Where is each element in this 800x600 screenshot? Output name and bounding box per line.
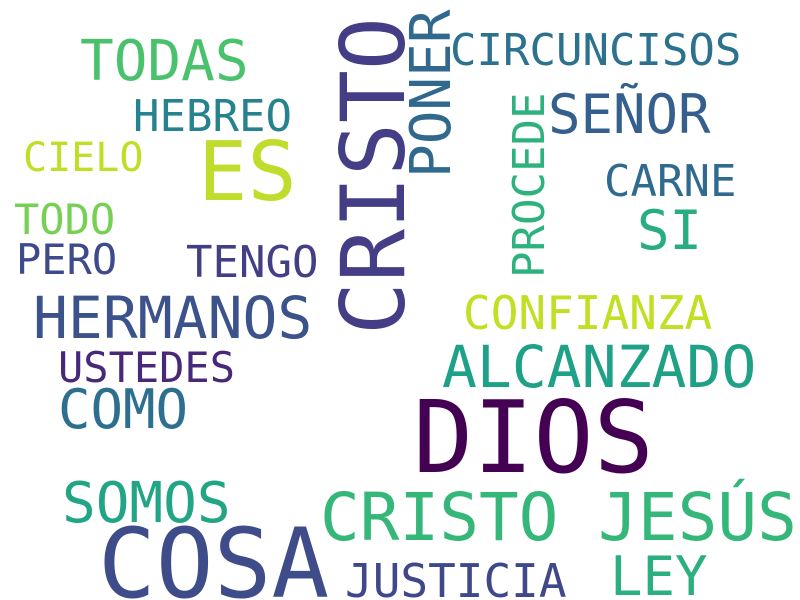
word-senor: SEÑOR: [548, 83, 711, 146]
word-hebreo: HEBREO: [133, 91, 292, 142]
word-circuncisos: CIRCUNCISOS: [450, 25, 742, 76]
word-cosa: COSA: [98, 508, 330, 600]
word-cristo-jesus: CRISTO JESÚS: [320, 479, 797, 556]
word-dios: DIOS: [413, 379, 654, 496]
word-ley: LEY: [610, 545, 708, 600]
word-ustedes: USTEDES: [58, 343, 236, 392]
word-si: SI: [637, 199, 703, 262]
word-somos: SOMOS: [62, 471, 231, 536]
word-tengo: TENGO: [186, 237, 319, 288]
word-todas: TODAS: [80, 29, 249, 94]
word-justicia: JUSTICIA: [345, 554, 567, 600]
word-confianza: CONFIANZA: [463, 286, 713, 340]
word-como: COMO: [58, 378, 189, 441]
word-pero: PERO: [16, 235, 118, 284]
word-es: ES: [198, 125, 297, 220]
word-hermanos: HERMANOS: [33, 284, 313, 352]
word-alcanzado: ALCANZADO: [442, 333, 757, 401]
word-todo: TODO: [14, 195, 116, 244]
word-carne: CARNE: [604, 156, 737, 207]
word-cielo: CIELO: [23, 135, 144, 181]
word-procede: PROCEDE: [504, 92, 555, 278]
